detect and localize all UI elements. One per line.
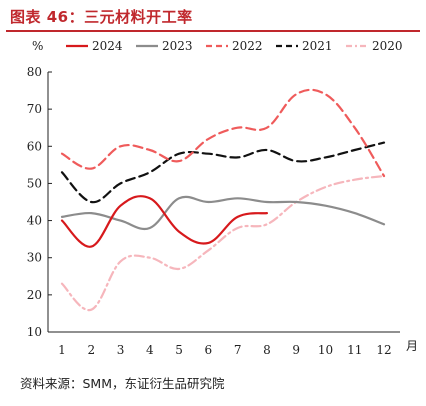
source-note: 资料来源：SMM，东证衍生品研究院 <box>20 376 225 391</box>
figure-title: 图表 46：三元材料开工率 <box>10 8 193 26</box>
x-tick-label: 1 <box>58 343 66 357</box>
y-tick-label: 20 <box>27 288 42 302</box>
y-axis-unit: % <box>32 39 43 53</box>
series-line-2024 <box>60 195 268 248</box>
legend-label-2022: 2022 <box>232 39 263 53</box>
series-line-2020 <box>60 174 386 312</box>
x-tick-label: 2 <box>87 343 95 357</box>
x-tick-label: 7 <box>234 343 242 357</box>
x-tick-label: 12 <box>376 343 391 357</box>
legend-label-2023: 2023 <box>162 39 193 53</box>
title-rule <box>6 30 420 32</box>
y-tick-label: 10 <box>27 325 42 339</box>
x-tick-label: 8 <box>263 343 271 357</box>
y-tick-label: 70 <box>27 102 42 116</box>
series-layer <box>60 88 386 312</box>
x-axis-label: 月 <box>406 339 418 353</box>
y-tick-label: 50 <box>27 176 42 190</box>
y-tick-label: 80 <box>27 65 42 79</box>
series-line-2023 <box>60 195 386 231</box>
y-tick-label: 40 <box>27 214 42 228</box>
x-tick-label: 4 <box>146 343 154 357</box>
legend-label-2024: 2024 <box>92 39 123 53</box>
x-tick-label: 3 <box>117 343 125 357</box>
legend-label-2021: 2021 <box>302 39 333 53</box>
chart-legend: 2024 2023 2022 2021 2020 <box>66 39 403 53</box>
x-tick-label: 9 <box>292 343 300 357</box>
y-tick-label: 60 <box>27 139 42 153</box>
x-tick-label: 11 <box>347 343 362 357</box>
x-tick-label: 10 <box>318 343 333 357</box>
series-line-2021 <box>60 141 386 204</box>
x-tick-label: 6 <box>205 343 213 357</box>
x-tick-label: 5 <box>175 343 183 357</box>
y-tick-label: 30 <box>27 251 42 265</box>
series-line-2022 <box>60 88 386 178</box>
legend-label-2020: 2020 <box>372 39 403 53</box>
